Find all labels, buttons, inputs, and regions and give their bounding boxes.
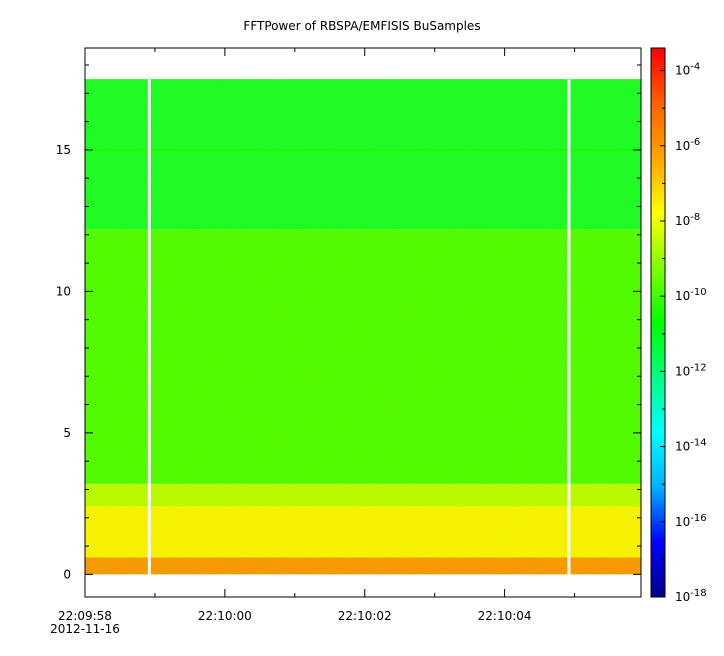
x-tick-label: 22:09:58 [58,609,112,623]
y-tick-label: 10 [56,284,71,298]
spectrogram-plot [85,48,641,597]
data-gap-0 [147,79,151,575]
colorbar-tick-label: 10-14 [675,438,707,454]
x-date-label: 2012-11-16 [50,622,120,636]
x-tick-label: 22:10:04 [478,609,532,623]
y-tick-label: 0 [63,567,71,581]
data-gap-1 [567,79,571,575]
colorbar-tick-label: 10-16 [675,513,707,529]
plot-frame [84,47,642,598]
spectral-line-15 [85,148,641,151]
colorbar-tick-label: 10-4 [675,62,700,78]
x-tick-label: 22:10:02 [338,609,392,623]
colorbar-gradient [650,47,666,598]
y-tick-label: 5 [63,426,71,440]
colorbar-tick-label: 10-8 [675,212,700,228]
colorbar-tick-label: 10-18 [675,588,707,604]
y-tick-label: 15 [56,143,71,157]
colorbar: 10-18 10-16 10-14 10-12 10-10 10-8 10-6 10-4 [650,47,707,604]
x-tick-label: 22:10:00 [198,609,252,623]
axes: 0 5 10 15 22:09:58 22:10:00 22:10:02 22:10:04 20… [50,47,642,636]
chart-title: FFTPower of RBSPA/EMFISIS BuSamples [243,19,480,33]
colorbar-tick-label: 10-12 [675,362,707,378]
spectrogram-texture [85,79,641,575]
colorbar-tick-label: 10-10 [675,287,707,303]
colorbar-tick-label: 10-6 [675,137,700,153]
